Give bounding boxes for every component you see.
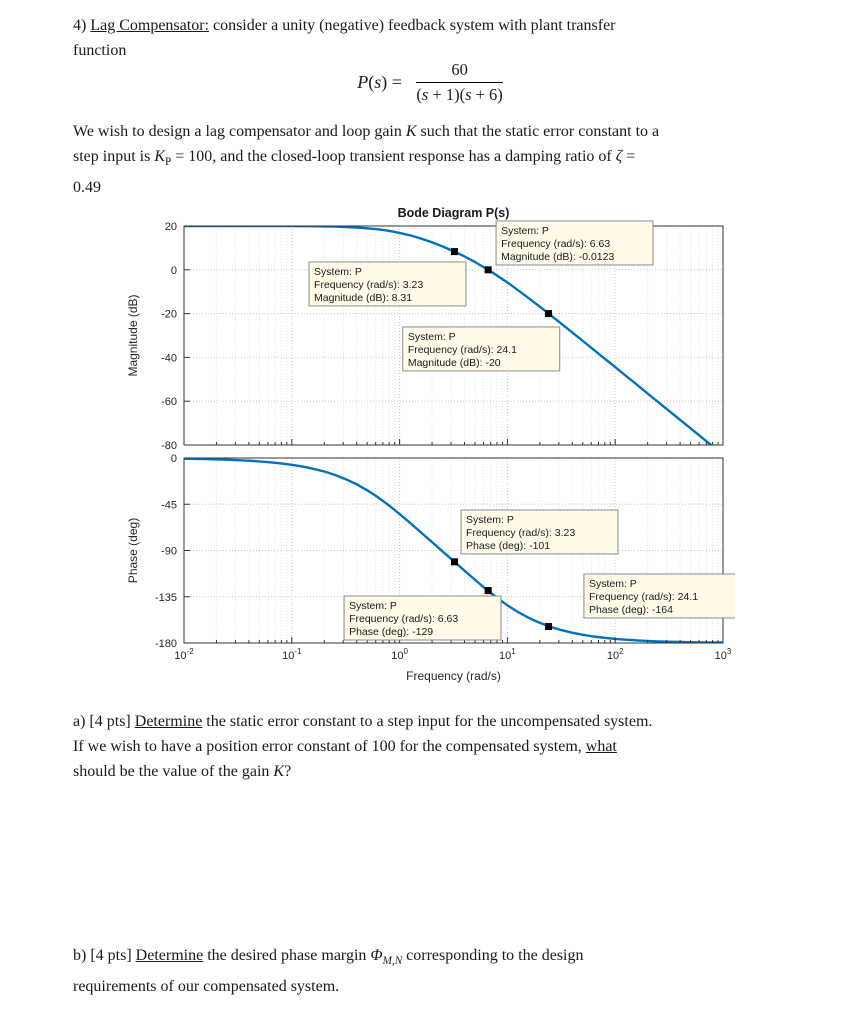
data-marker[interactable] [545, 623, 553, 631]
problem-heading: 4) Lag Compensator: consider a unity (ne… [73, 17, 616, 59]
x-tick-label: 10-1 [282, 647, 302, 662]
datatip-line: Frequency (rad/s): 6.63 [501, 238, 610, 250]
datatip-line: Phase (deg): -101 [466, 540, 550, 552]
y-tick-label: -40 [161, 352, 177, 364]
datatip-line: Magnitude (dB): -0.0123 [501, 251, 614, 263]
x-tick-label: 102 [607, 647, 624, 662]
problem-statement: We wish to design a lag compensator and … [73, 123, 660, 197]
datatip-line: Frequency (rad/s): 24.1 [589, 591, 698, 603]
datatip-line: System: P [589, 578, 637, 590]
y-tick-label: -80 [161, 440, 177, 452]
datatip-line: Frequency (rad/s): 24.1 [408, 344, 517, 356]
question-b: b) [4 pts] Determine the desired phase m… [73, 947, 584, 996]
datatip-line: Phase (deg): -164 [589, 604, 673, 616]
y-tick-label: -90 [161, 546, 177, 558]
y-axis-label: Magnitude (dB) [126, 294, 140, 376]
datatip-line: System: P [314, 266, 362, 278]
data-marker[interactable] [484, 266, 492, 274]
data-marker[interactable] [450, 248, 458, 256]
y-tick-label: 0 [171, 453, 177, 465]
datatip-line: Frequency (rad/s): 3.23 [314, 279, 423, 291]
x-tick-label: 101 [499, 647, 516, 662]
x-tick-label: 10-2 [174, 647, 194, 662]
formula-lhs: P(s) = [357, 72, 402, 92]
datatip-line: System: P [466, 514, 514, 526]
bode-figure: 20 0 -20 -40 -60 -80 Magnitude (dB) 0 -45 -90 -135… [85, 203, 742, 690]
bode-plot-svg: 20 0 -20 -40 -60 -80 Magnitude (dB) 0 -45 -90 -135… [126, 206, 742, 683]
formula-denominator: (s + 1)(s + 6) [416, 85, 503, 104]
y-tick-label: -60 [161, 396, 177, 408]
datatip-line: Magnitude (dB): -20 [408, 357, 501, 369]
plant-transfer-function: P(s) = 60 (s + 1)(s + 6) [73, 60, 787, 105]
question-a: a) [4 pts] Determine the static error co… [73, 713, 653, 780]
x-tick-label: 100 [391, 647, 408, 662]
y-tick-label: -45 [161, 499, 177, 511]
datatip-line: System: P [408, 331, 456, 343]
x-axis-label: Frequency (rad/s) [406, 669, 501, 683]
data-marker[interactable] [484, 587, 492, 595]
datatip-line: Magnitude (dB): 8.31 [314, 292, 412, 304]
data-marker[interactable] [450, 558, 458, 566]
formula-numerator: 60 [416, 60, 503, 83]
y-tick-label: 0 [171, 265, 177, 277]
datatip-line: Frequency (rad/s): 6.63 [349, 613, 458, 625]
y-axis-label: Phase (deg) [126, 518, 140, 583]
datatip-line: Frequency (rad/s): 3.23 [466, 527, 575, 539]
y-tick-label: -180 [155, 638, 177, 650]
datatip-line: System: P [501, 225, 549, 237]
datatip-line: Phase (deg): -129 [349, 626, 433, 638]
formula-fraction: 60 (s + 1)(s + 6) [416, 60, 503, 105]
y-tick-label: 20 [165, 221, 177, 233]
y-tick-label: -135 [155, 592, 177, 604]
data-marker[interactable] [545, 310, 553, 318]
y-tick-label: -20 [161, 309, 177, 321]
x-tick-label: 103 [715, 647, 732, 662]
chart-title: Bode Diagram P(s) [398, 206, 510, 220]
datatip-line: System: P [349, 600, 397, 612]
